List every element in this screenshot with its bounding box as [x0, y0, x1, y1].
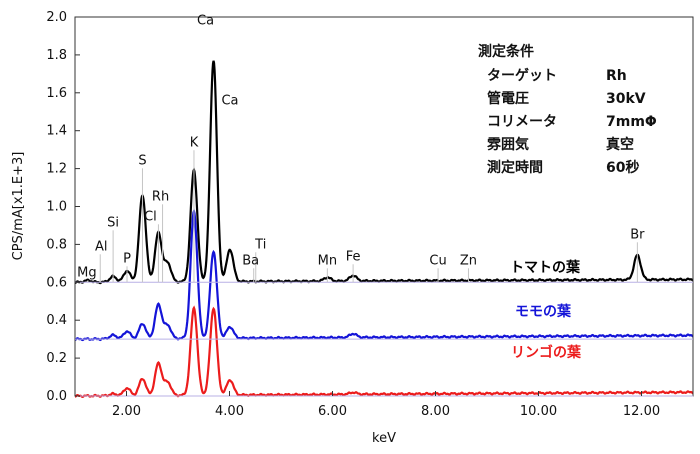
y-tick-label: 1.4 — [46, 124, 67, 139]
condition-value: 真空 — [606, 136, 634, 153]
y-tick-label: 0.2 — [46, 351, 67, 366]
condition-value: 60秒 — [606, 159, 639, 176]
peak-label: Cl — [144, 209, 157, 224]
x-tick-label: 6.00 — [318, 404, 347, 419]
axis-ticks: 0.0 0.2 0.4 0.6 0.8 1.0 1.2 1.4 1.6 1.8 2.0 2.00 4.0… — [46, 10, 660, 419]
condition-key: コリメータ — [487, 114, 557, 130]
peak-label: Zn — [460, 253, 477, 268]
x-tick-label: 10.00 — [520, 404, 557, 419]
x-tick-label: 4.00 — [215, 404, 244, 419]
peak-label: Ba — [242, 253, 259, 268]
x-tick-label: 12.00 — [623, 404, 660, 419]
x-tick-label: 2.00 — [112, 404, 141, 419]
y-tick-label: 1.0 — [46, 200, 67, 215]
y-tick-label: 0.8 — [46, 237, 67, 252]
y-tick-label: 1.2 — [46, 162, 67, 177]
y-axis-label: CPS/mA[x1.E+3] — [11, 152, 26, 261]
condition-value: Rh — [606, 68, 627, 84]
peak-label: Cu — [429, 253, 446, 268]
y-tick-label: 1.8 — [46, 48, 67, 63]
condition-key: 管電圧 — [487, 90, 529, 107]
conditions-title: 測定条件 — [478, 43, 534, 60]
series-line-3 — [74, 305, 694, 399]
condition-key: 測定時間 — [487, 159, 543, 176]
x-tick-label: 8.00 — [421, 404, 450, 419]
peak-label: Ca — [221, 93, 238, 108]
peak-label: S — [138, 153, 146, 168]
peak-label: K — [190, 135, 199, 150]
condition-value: 7mmΦ — [606, 114, 657, 130]
condition-key: ターゲット — [487, 67, 557, 84]
condition-value: 30kV — [606, 91, 646, 107]
plot-frame — [74, 16, 694, 397]
peak-label: Rh — [152, 189, 169, 204]
peak-label: Al — [95, 239, 108, 254]
series-line-2 — [74, 207, 694, 342]
series-label: モモの葉 — [515, 303, 572, 320]
peak-label: Ti — [254, 237, 266, 252]
y-tick-label: 0.6 — [46, 275, 67, 290]
peak-label: Mg — [77, 265, 96, 280]
peak-label: Fe — [346, 249, 361, 264]
y-tick-label: 0.0 — [46, 389, 67, 404]
peak-label: P — [123, 251, 131, 266]
series-traces — [74, 60, 694, 399]
y-tick-label: 1.6 — [46, 86, 67, 101]
condition-key: 雰囲気 — [487, 136, 529, 153]
series-label: トマトの葉 — [510, 259, 581, 276]
y-tick-label: 2.0 — [46, 10, 67, 25]
peak-label: Ca — [197, 13, 214, 28]
series-line-1 — [74, 60, 694, 285]
series-label: リンゴの葉 — [511, 344, 582, 361]
x-axis-label: keV — [372, 431, 396, 446]
peak-label: Mn — [318, 253, 337, 268]
y-tick-label: 0.4 — [46, 313, 67, 328]
peak-label: Br — [630, 227, 645, 242]
peak-label: Si — [107, 215, 119, 230]
